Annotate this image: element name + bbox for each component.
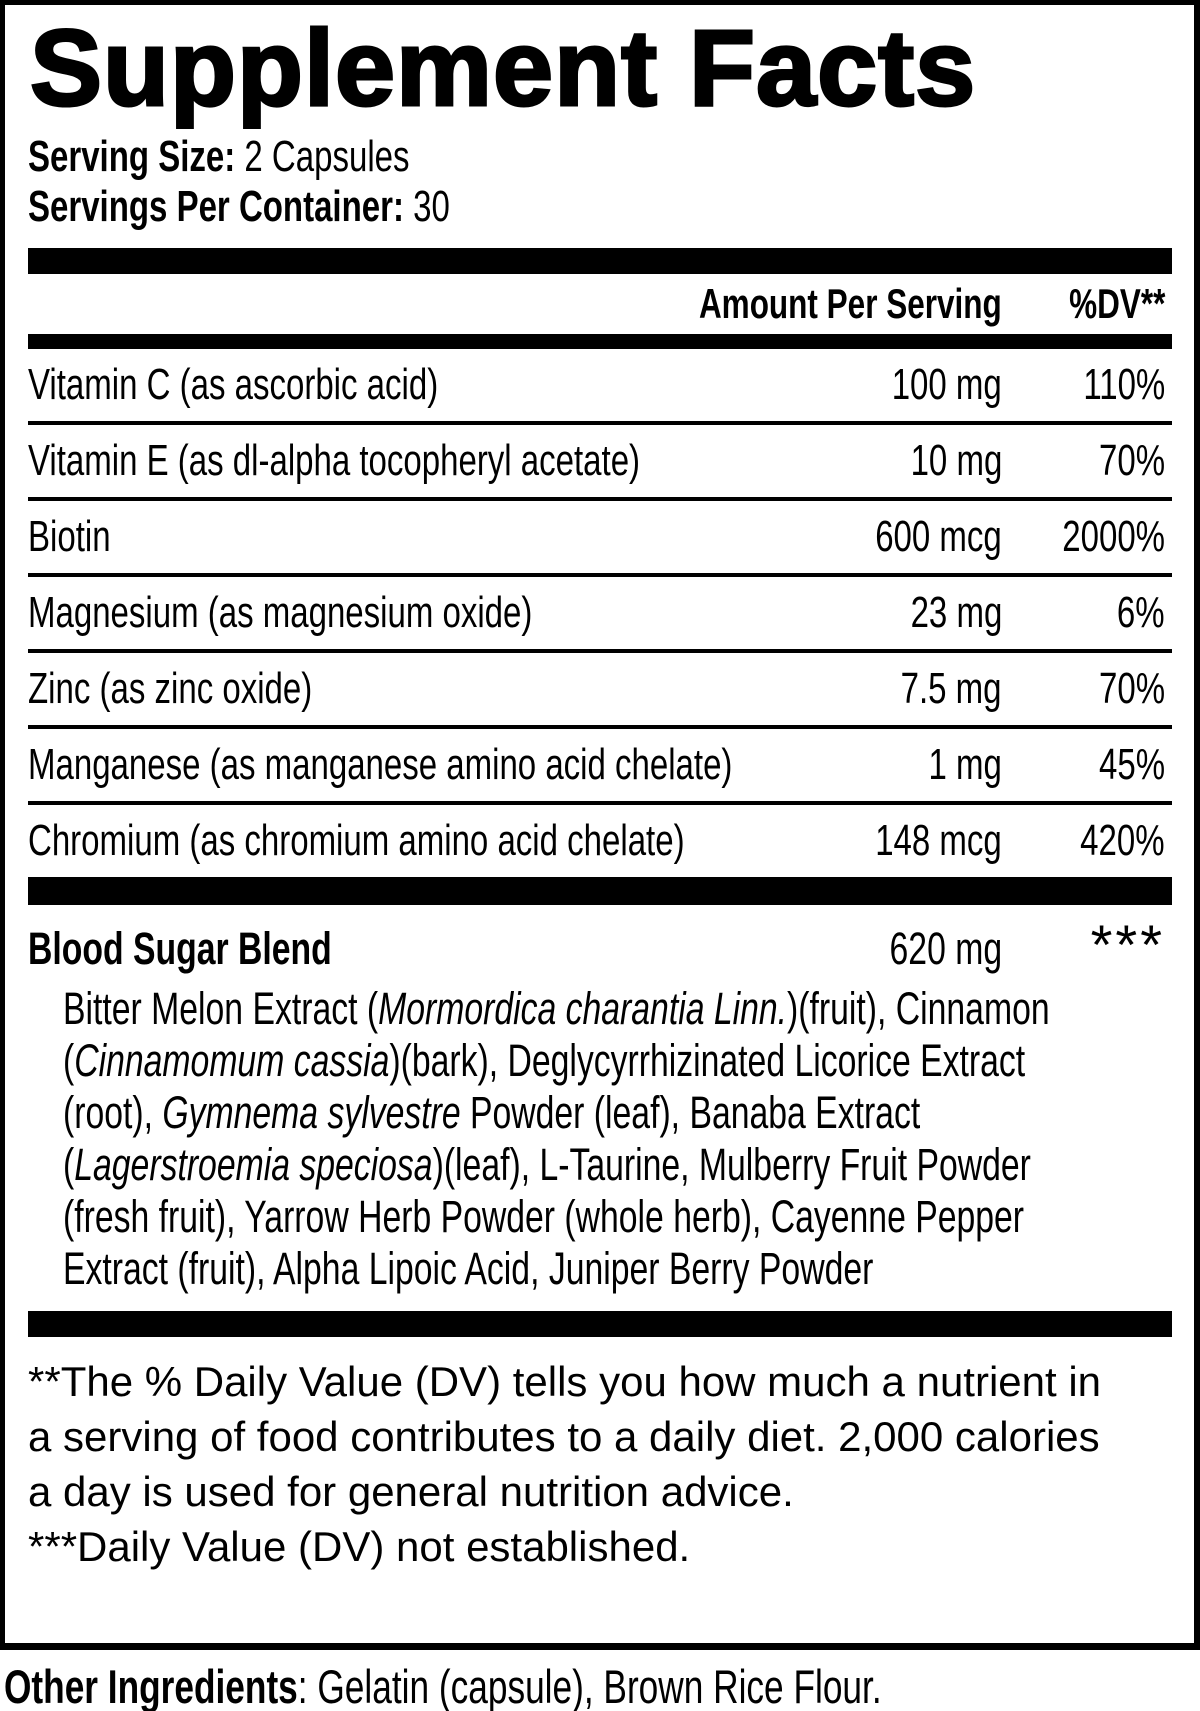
nutrient-dv: 70%	[1098, 436, 1165, 485]
serving-size-row: Serving Size: 2 Capsules	[28, 132, 1172, 182]
nutrient-table: Vitamin C (as ascorbic acid) 100 mg 110% Vi…	[28, 349, 1172, 877]
nutrient-name: Manganese (as manganese amino acid chela…	[28, 740, 733, 789]
nutrient-row: Manganese (as manganese amino acid chela…	[28, 725, 1172, 801]
nutrient-amount: 148 mcg	[875, 816, 1002, 865]
nutrient-amount: 1 mg	[928, 740, 1002, 789]
separator-bar-footnote	[28, 1311, 1172, 1337]
amount-per-serving-header: Amount Per Serving	[699, 280, 1002, 327]
nutrient-dv: 70%	[1098, 664, 1165, 713]
servings-per-container-row: Servings Per Container: 30	[28, 182, 1172, 232]
serving-info: Serving Size: 2 Capsules Servings Per Co…	[28, 132, 1172, 232]
supplement-facts-label: Supplement Facts Serving Size: 2 Capsule…	[0, 0, 1200, 1650]
nutrient-name: Vitamin E (as dl-alpha tocopheryl acetat…	[28, 436, 641, 485]
blend-amount: 620 mg	[889, 923, 1002, 974]
nutrient-name: Vitamin C (as ascorbic acid)	[28, 360, 439, 409]
nutrient-row: Vitamin C (as ascorbic acid) 100 mg 110%	[28, 349, 1172, 421]
other-ingredients-row: Other Ingredients: Gelatin (capsule), Br…	[4, 1663, 1200, 1711]
nutrient-amount: 7.5 mg	[901, 664, 1002, 713]
serving-size-label: Serving Size:	[28, 132, 236, 181]
nutrient-row: Vitamin E (as dl-alpha tocopheryl acetat…	[28, 421, 1172, 497]
serving-size-value: 2 Capsules	[235, 132, 410, 181]
footnote-not-established: ***Daily Value (DV) not established.	[28, 1523, 691, 1570]
servings-per-container-label: Servings Per Container:	[28, 182, 404, 231]
servings-per-container-value: 30	[403, 182, 450, 231]
nutrient-row: Zinc (as zinc oxide) 7.5 mg 70%	[28, 649, 1172, 725]
other-ingredients-value: : Gelatin (capsule), Brown Rice Flour.	[297, 1660, 882, 1711]
nutrient-dv: 110%	[1083, 360, 1165, 409]
dv-header: %DV**	[1068, 280, 1165, 327]
nutrient-dv: 45%	[1098, 740, 1165, 789]
nutrient-name: Zinc (as zinc oxide)	[28, 664, 313, 713]
separator-bar-header	[28, 334, 1172, 349]
column-header-row: Amount Per Serving %DV**	[28, 274, 1172, 334]
footnote-dv: **The % Daily Value (DV) tells you how m…	[28, 1358, 1102, 1515]
nutrient-name: Magnesium (as magnesium oxide)	[28, 588, 533, 637]
separator-bar-blend	[28, 877, 1172, 905]
nutrient-dv: 2000%	[1062, 512, 1165, 561]
footnotes: **The % Daily Value (DV) tells you how m…	[28, 1354, 1108, 1574]
nutrient-name: Chromium (as chromium amino acid chelate…	[28, 816, 685, 865]
nutrient-dv: 420%	[1080, 816, 1165, 865]
nutrient-row: Biotin 600 mcg 2000%	[28, 497, 1172, 573]
nutrient-amount: 10 mg	[910, 436, 1002, 485]
nutrient-name: Biotin	[28, 512, 111, 561]
blend-row: Blood Sugar Blend 620 mg ***	[28, 905, 1172, 981]
nutrient-row: Chromium (as chromium amino acid chelate…	[28, 801, 1172, 877]
nutrient-amount: 100 mg	[891, 360, 1002, 409]
other-ingredients-label: Other Ingredients	[4, 1660, 298, 1711]
separator-bar-top	[28, 248, 1172, 274]
blend-dv-stars: ***	[1090, 913, 1165, 976]
nutrient-amount: 600 mcg	[875, 512, 1002, 561]
nutrient-row: Magnesium (as magnesium oxide) 23 mg 6%	[28, 573, 1172, 649]
nutrient-amount: 23 mg	[910, 588, 1002, 637]
nutrient-dv: 6%	[1117, 588, 1165, 637]
blend-name: Blood Sugar Blend	[28, 923, 332, 974]
blend-ingredients: Bitter Melon Extract (Mormordica charant…	[63, 983, 1050, 1294]
facts-title: Supplement Facts	[29, 7, 977, 128]
